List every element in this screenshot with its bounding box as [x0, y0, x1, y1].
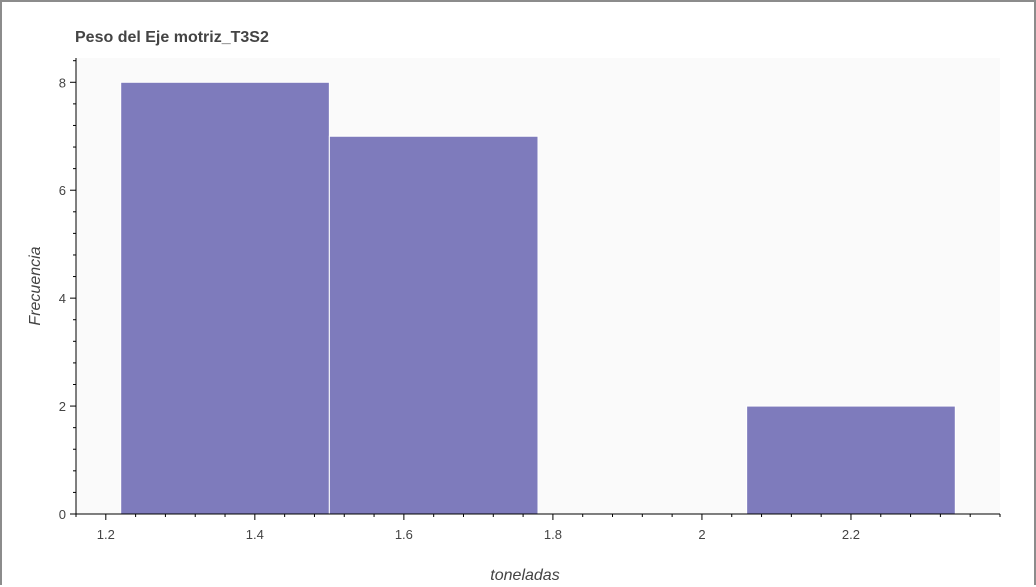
y-axis: 0 2 4 6 8 [59, 58, 77, 522]
x-tick-label: 2 [698, 527, 705, 542]
x-axis-label: toneladas [490, 567, 559, 584]
histogram-bar-2 [328, 135, 539, 515]
x-tick-label: 1.8 [544, 527, 562, 542]
x-tick-label: 1.6 [395, 527, 413, 542]
histogram-bar-1 [120, 81, 330, 515]
x-tick-label: 1.4 [246, 527, 264, 542]
y-tick-label: 0 [59, 507, 66, 522]
y-axis-label: Frecuencia [27, 246, 44, 325]
y-tick-label: 4 [59, 291, 66, 306]
histogram-bar-4 [746, 405, 956, 515]
bars-group [120, 81, 956, 515]
y-tick-label: 2 [59, 399, 66, 414]
chart-title: Peso del Eje motriz_T3S2 [75, 29, 269, 46]
x-tick-label: 1.2 [97, 527, 115, 542]
x-tick-label: 2.2 [842, 527, 860, 542]
y-tick-label: 6 [59, 183, 66, 198]
x-axis: 1.2 1.4 1.6 1.8 2 2.2 [75, 513, 1001, 542]
y-tick-label: 8 [59, 75, 66, 90]
